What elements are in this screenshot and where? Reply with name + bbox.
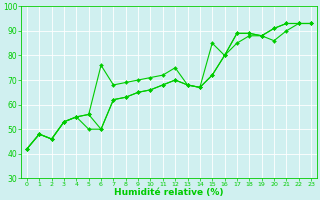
X-axis label: Humidité relative (%): Humidité relative (%) xyxy=(114,188,224,197)
